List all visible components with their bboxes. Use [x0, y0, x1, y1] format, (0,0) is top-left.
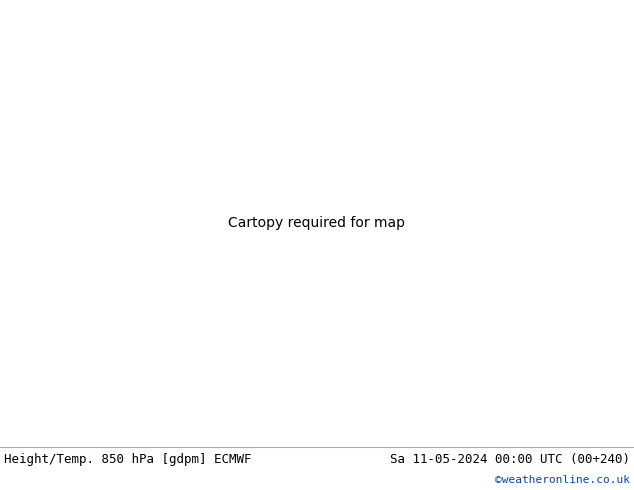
Text: ©weatheronline.co.uk: ©weatheronline.co.uk [495, 475, 630, 485]
Text: Height/Temp. 850 hPa [gdpm] ECMWF: Height/Temp. 850 hPa [gdpm] ECMWF [4, 453, 252, 466]
Text: Sa 11-05-2024 00:00 UTC (00+240): Sa 11-05-2024 00:00 UTC (00+240) [390, 453, 630, 466]
Text: Cartopy required for map: Cartopy required for map [228, 216, 406, 230]
